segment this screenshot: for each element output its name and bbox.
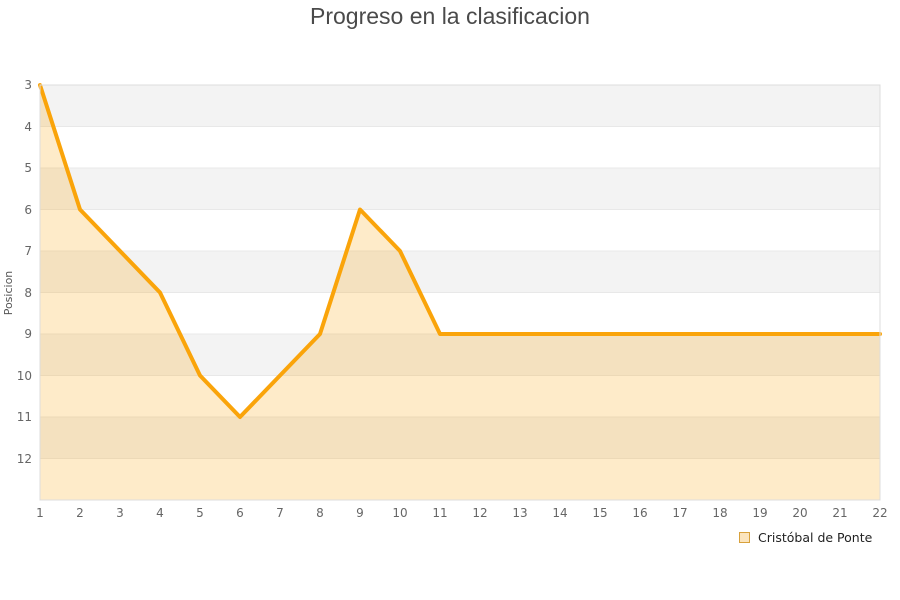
x-tick-label: 2 xyxy=(76,506,84,520)
x-tick-label: 4 xyxy=(156,506,164,520)
x-tick-label: 13 xyxy=(512,506,528,520)
x-tick-label: 18 xyxy=(712,506,728,520)
series-line xyxy=(38,83,882,419)
y-tick-label: 8 xyxy=(24,285,32,300)
x-tick-label: 10 xyxy=(392,506,408,520)
plot-band xyxy=(40,85,880,127)
x-tick-label: 17 xyxy=(672,506,688,520)
y-tick-label: 3 xyxy=(24,78,32,92)
chart-title: Progreso en la clasificacion xyxy=(310,3,590,29)
plot-border xyxy=(39,84,881,501)
x-tick-label: 11 xyxy=(432,506,448,520)
x-tick-label: 1 xyxy=(36,506,44,520)
x-tick-label: 7 xyxy=(276,506,284,520)
legend-swatch-icon xyxy=(739,531,750,543)
plot-band xyxy=(40,375,880,417)
y-tick-label: 6 xyxy=(24,202,32,217)
x-tick-label: 6 xyxy=(236,506,244,520)
y-tick-label: 9 xyxy=(24,327,32,341)
x-tick-label: 12 xyxy=(472,506,488,520)
x-tick-label: 16 xyxy=(632,506,648,520)
y-axis-title: Posicion xyxy=(2,270,15,316)
plot-band xyxy=(40,209,880,251)
x-tick-label: 8 xyxy=(316,506,324,520)
y-tick-label: 7 xyxy=(24,244,32,258)
y-tick-label: 4 xyxy=(24,119,32,134)
x-tick-label: 14 xyxy=(552,506,568,520)
plot-band xyxy=(40,334,880,376)
plot-band xyxy=(40,168,880,210)
legend-series-label: Cristóbal de Ponte xyxy=(758,529,873,545)
x-tick-label: 15 xyxy=(592,506,608,520)
x-tick-label: 9 xyxy=(356,506,364,520)
plot-band xyxy=(40,458,880,500)
y-tick-label: 11 xyxy=(16,410,32,424)
y-tick-label: 12 xyxy=(16,451,32,466)
y-tick-label: 10 xyxy=(16,368,32,383)
x-tick-label: 20 xyxy=(792,506,808,520)
x-tick-label: 22 xyxy=(872,506,888,520)
y-tick-label: 5 xyxy=(24,161,32,175)
plot-band xyxy=(40,251,880,293)
plot-band xyxy=(40,417,880,459)
x-tick-label: 19 xyxy=(752,506,768,520)
plot-band xyxy=(40,126,880,168)
x-tick-label: 3 xyxy=(116,506,124,520)
series-area xyxy=(40,85,880,500)
plot-band xyxy=(40,292,880,334)
x-tick-label: 21 xyxy=(832,506,848,520)
legend[interactable]: Cristóbal de Ponte xyxy=(737,527,875,547)
x-tick-label: 5 xyxy=(196,506,204,520)
